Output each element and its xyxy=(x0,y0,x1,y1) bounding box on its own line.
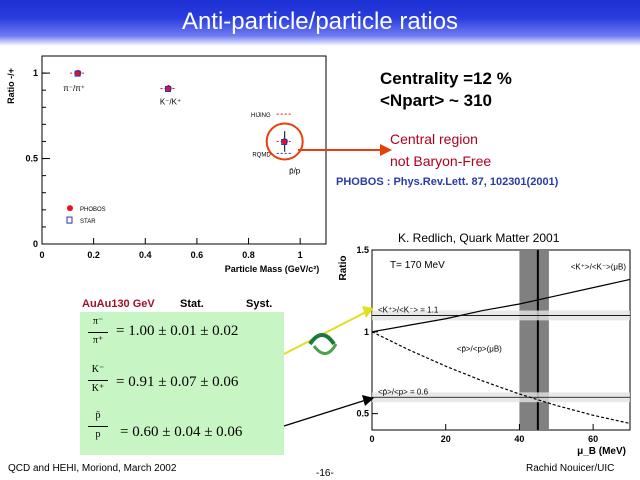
point-label: K⁻/K⁺ xyxy=(160,97,181,106)
syst-label: Syst. xyxy=(246,298,273,310)
phobos-reference: PHOBOS : Phys.Rev.Lett. 87, 102301(2001) xyxy=(336,176,559,188)
x-tick-label: 0.8 xyxy=(242,250,255,260)
legend-phobos-label: PHOBOS xyxy=(80,207,106,213)
legend-star-marker xyxy=(66,216,73,224)
y-tick-label: 0 xyxy=(33,239,38,249)
x-axis-label: Particle Mass (GeV/c²) xyxy=(225,264,320,274)
central-region-note: Central region not Baryon-Free xyxy=(390,128,491,172)
central-region-line2: not Baryon-Free xyxy=(390,153,492,169)
star-point xyxy=(281,138,288,145)
point-label: p̄/p xyxy=(289,166,301,175)
x-axis-label: μ_B (MeV) xyxy=(577,446,626,457)
ratio-denominator: K⁺ xyxy=(91,383,105,394)
pion-ratio-value: = 1.00 ± 0.01 ± 0.02 xyxy=(116,323,239,339)
point-label: π⁻/π⁺ xyxy=(63,84,85,93)
ratio-denominator: π⁺ xyxy=(92,335,104,346)
y-tick-label: 1 xyxy=(33,68,38,78)
star-point xyxy=(165,85,172,92)
y-axis-label: Ratio xyxy=(338,256,349,281)
central-region-line1: Central region xyxy=(390,131,478,147)
x-tick-label: 1 xyxy=(298,250,303,260)
fraction-bar xyxy=(88,332,108,333)
x-tick-label: 0.6 xyxy=(191,250,204,260)
footer-conference: QCD and HEHI, Moriond, March 2002 xyxy=(8,463,177,474)
fraction-bar xyxy=(88,380,108,381)
highlight-circle xyxy=(265,122,304,161)
legend-star-label: STAR xyxy=(80,219,96,225)
ref-line-label: <K⁺>/<K⁻> = 1.1 xyxy=(378,305,439,314)
ratio-numerator: p̄ xyxy=(95,410,101,421)
centrality-text: Centrality =12 % xyxy=(380,69,512,88)
temperature-annotation: T= 170 MeV xyxy=(390,260,445,271)
equations-header: AuAu130 GeV xyxy=(82,298,155,310)
mu-b-ratio-chart: <K⁺>/<K⁻> = 1.1 <p̄>/<p> = 0.6 <K⁺>/<K⁻>(μ… xyxy=(338,245,631,457)
plot-frame xyxy=(371,249,631,431)
proton-ratio-value: = 0.60 ± 0.04 ± 0.06 xyxy=(120,424,243,440)
kaon-ratio-value: = 0.91 ± 0.07 ± 0.06 xyxy=(116,374,239,390)
fraction-bar xyxy=(88,426,108,427)
footer-author: Rachid Nouicer/UIC xyxy=(526,463,615,474)
ratio-numerator: K⁻ xyxy=(91,364,105,375)
pointer-arrows xyxy=(283,306,374,427)
x-tick-label: 0 xyxy=(369,434,374,444)
y-tick-label: 1.5 xyxy=(356,245,369,255)
y-tick-label: 0.5 xyxy=(25,154,38,164)
redlich-reference: K. Redlich, Quark Matter 2001 xyxy=(398,231,560,245)
y-tick-label: 0.5 xyxy=(356,409,369,419)
x-tick-label: 20 xyxy=(441,434,451,444)
ratio-vs-mass-chart: 0 0.2 0.4 0.6 0.8 1 0 0.5 1 Particle Mass (GeV/c²… xyxy=(6,55,327,274)
x-tick-label: 0.2 xyxy=(87,250,100,260)
ratio-denominator: p xyxy=(95,429,101,440)
x-tick-label: 40 xyxy=(514,434,524,444)
y-axis-label: Ratio -/+ xyxy=(6,68,16,104)
x-tick-label: 60 xyxy=(588,434,598,444)
ratio-numerator: π⁻ xyxy=(92,316,104,327)
ref-line-label: <p̄>/<p> = 0.6 xyxy=(378,387,429,396)
legend-phobos-marker xyxy=(67,205,73,212)
proton-curve-label: <p̄>/<p>(μB) xyxy=(457,344,502,353)
x-tick-label: 0.4 xyxy=(139,250,152,260)
title-bar xyxy=(0,0,640,46)
hijing-label: HIJING xyxy=(251,113,271,119)
mu-b-band xyxy=(519,250,549,430)
star-point xyxy=(74,70,81,77)
slide-title: Anti-particle/particle ratios xyxy=(181,8,459,35)
stat-label: Stat. xyxy=(180,298,204,310)
equations-box: π⁻ π⁺ = 1.00 ± 0.01 ± 0.02 K⁻ K⁺ = 0.91 … xyxy=(80,312,284,455)
centrality-annotation: Centrality =12 % <Npart> ~ 310 xyxy=(380,68,512,112)
highlight-arrow xyxy=(298,144,392,156)
kaon-curve-label: <K⁺>/<K⁻>(μB) xyxy=(571,263,627,272)
rqmd-label: RQMD xyxy=(252,152,271,158)
npart-text: <Npart> ~ 310 xyxy=(380,91,492,110)
kaon-ratio-curve xyxy=(371,278,631,333)
x-tick-label: 0 xyxy=(39,250,44,260)
footer-page-number: -16- xyxy=(316,468,334,479)
proton-ratio-curve xyxy=(371,331,631,425)
y-tick-label: 1 xyxy=(364,327,369,337)
